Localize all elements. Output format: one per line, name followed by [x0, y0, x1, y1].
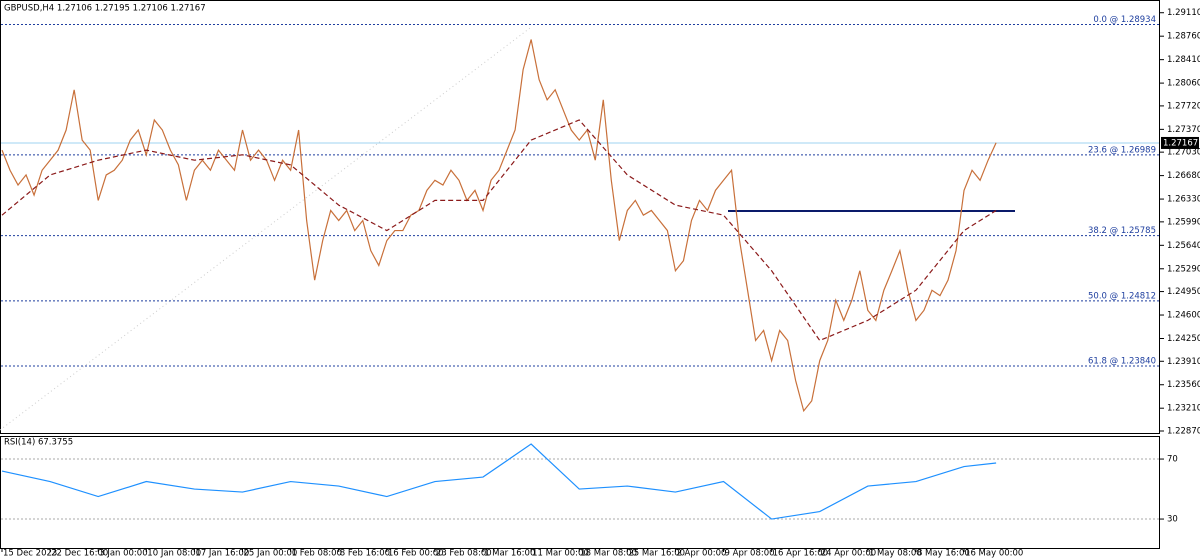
fib-trendline — [0, 27, 531, 431]
y-tick-label: 1.23910 — [1167, 357, 1200, 367]
fib-label: 50.0 @ 1.24812 — [1088, 291, 1156, 301]
x-tick-label: 15 Dec 2023 — [3, 549, 57, 559]
series-line — [1, 39, 997, 413]
x-tick-label: 1 Mar 16:00 — [484, 549, 535, 559]
y-tick-label: 1.24250 — [1167, 334, 1200, 344]
y-tick-label: 1.25640 — [1167, 241, 1200, 251]
x-tick-label: 9 Apr 08:00 — [725, 549, 775, 559]
y-tick-label: 1.27370 — [1167, 125, 1200, 135]
y-tick-label: 1.24600 — [1167, 311, 1200, 321]
y-tick-label: 1.26330 — [1167, 195, 1200, 205]
x-tick-label: 18 Mar 08:00 — [580, 549, 637, 559]
x-tick-label: 25 Mar 16:00 — [628, 549, 685, 559]
y-tick-label: 1.23560 — [1167, 380, 1200, 390]
x-tick-label: 16 Feb 00:00 — [388, 549, 444, 559]
y-tick-label: 30 — [1167, 515, 1178, 525]
fib-label: 0.0 @ 1.28934 — [1093, 15, 1156, 25]
series-line — [1, 443, 997, 520]
main-frame — [0, 0, 1160, 434]
rsi-title: RSI(14) 67.3755 — [4, 438, 73, 448]
series-line — [1, 119, 997, 342]
x-tick-label: 16 May 00:00 — [965, 549, 1023, 559]
y-tick-label: 1.26680 — [1167, 171, 1200, 181]
x-tick-label: 8 Feb 16:00 — [340, 549, 390, 559]
x-tick-label: 2 Apr 00:00 — [676, 549, 726, 559]
x-tick-label: 10 Jan 08:00 — [147, 549, 201, 559]
y-tick-label: 70 — [1167, 455, 1178, 465]
x-tick-label: 11 Mar 00:00 — [532, 549, 589, 559]
y-tick-label: 1.27030 — [1167, 148, 1200, 158]
x-tick-label: 3 Jan 00:00 — [99, 549, 147, 559]
x-tick-label: 24 Apr 00:00 — [821, 549, 876, 559]
y-tick-label: 1.27720 — [1167, 101, 1200, 111]
x-tick-label: 25 Jan 00:00 — [244, 549, 298, 559]
fib-label: 61.8 @ 1.23840 — [1088, 356, 1156, 366]
y-tick-label: 1.25990 — [1167, 217, 1200, 227]
y-tick-label: 1.22870 — [1167, 426, 1200, 436]
chart-title: GBPUSD,H4 1.27106 1.27195 1.27106 1.2716… — [4, 4, 206, 14]
last-price-label: 1.27167 — [1163, 138, 1198, 148]
x-tick-label: 17 Jan 16:00 — [195, 549, 249, 559]
x-tick-label: 8 May 16:00 — [917, 549, 970, 559]
x-tick-label: 22 Dec 16:00 — [51, 549, 108, 559]
y-tick-label: 1.29110 — [1167, 8, 1200, 18]
y-tick-label: 1.28410 — [1167, 55, 1200, 65]
x-tick-label: 1 Feb 08:00 — [292, 549, 342, 559]
y-tick-label: 1.25290 — [1167, 264, 1200, 274]
x-tick-label: 23 Feb 08:00 — [436, 549, 492, 559]
last-price-tag — [1161, 136, 1199, 149]
x-tick-label: 1 May 08:00 — [869, 549, 922, 559]
y-tick-label: 1.28060 — [1167, 79, 1200, 89]
y-tick-label: 1.28760 — [1167, 32, 1200, 42]
fib-label: 38.2 @ 1.25785 — [1088, 226, 1156, 236]
x-tick-label: 16 Apr 16:00 — [773, 549, 828, 559]
rsi-frame — [0, 436, 1160, 549]
y-tick-label: 1.23210 — [1167, 404, 1200, 414]
fib-label: 23.6 @ 1.26989 — [1088, 145, 1156, 155]
y-tick-label: 1.24950 — [1167, 287, 1200, 297]
